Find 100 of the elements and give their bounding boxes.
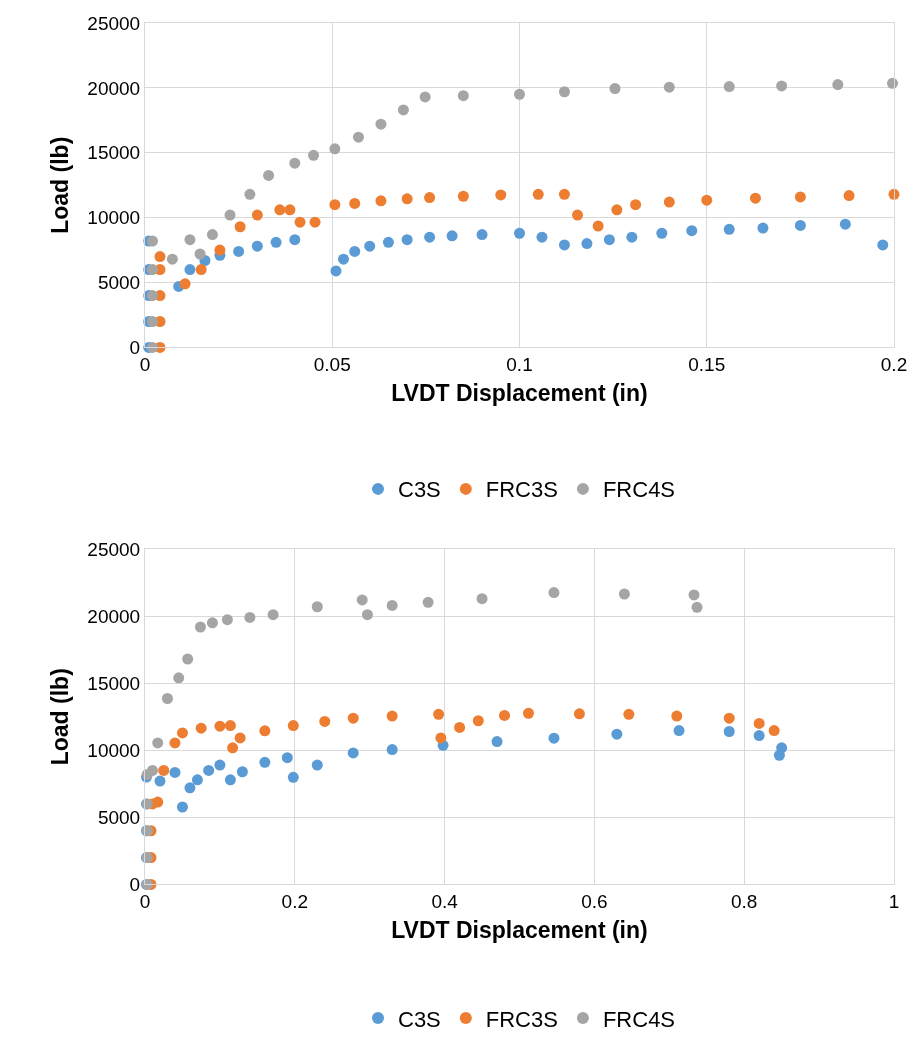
point [224,209,236,221]
legend-label: C3S [398,1006,441,1032]
x-tick-label: 0.1 [506,354,533,376]
point [386,710,398,722]
point [152,796,164,808]
point [623,708,635,720]
point [184,234,196,246]
point [611,728,623,740]
legend-label: FRC4S [602,1006,676,1032]
point [195,264,207,276]
point [592,220,604,232]
point [284,204,296,216]
point [446,230,458,242]
point [723,725,735,737]
legend-label: FRC3S [485,477,558,503]
point [572,209,584,221]
point [495,189,507,201]
point [169,766,181,778]
point [536,231,548,243]
point [753,717,765,729]
point [347,712,359,724]
point [179,278,191,290]
point [626,231,638,243]
point [309,216,321,228]
point [267,609,279,621]
point [227,742,239,754]
y-tick-label: 5000 [97,806,141,828]
point [364,240,376,252]
point [308,149,320,161]
y-tick-label: 10000 [87,739,141,761]
point [514,227,525,239]
point [558,239,570,251]
x-tick-label: 0.2 [281,891,309,913]
point [361,609,373,621]
point [548,587,560,599]
point [224,720,236,732]
x-tick-label: 1 [888,891,900,913]
x-axis-title: LVDT Displacement (in) [391,916,648,943]
point [472,715,484,727]
point [839,218,851,230]
point [194,248,206,260]
point [311,759,323,771]
point [224,774,236,786]
point [656,227,668,239]
point [419,91,431,103]
point [701,194,713,206]
point [294,216,306,228]
point [166,253,178,265]
x-tick-label: 0.05 [313,354,351,376]
point [233,245,245,257]
point [319,715,331,727]
x-tick-label: 0.6 [581,891,608,913]
point [154,775,166,787]
point [688,589,700,601]
point [203,764,215,776]
point [532,188,544,200]
legend-label: FRC3S [485,1006,558,1032]
point [289,234,301,246]
point [609,83,621,94]
y-tick-label: 20000 [87,605,141,627]
point [757,222,769,234]
point [329,143,341,155]
y-tick-label: 15000 [87,142,141,164]
point [356,594,368,606]
point [184,264,196,276]
point [433,708,445,720]
point [214,759,226,771]
point [234,732,246,744]
point [877,239,889,251]
point [329,199,341,211]
point [259,725,271,737]
point [401,193,413,205]
point [289,157,301,169]
y-tick-label: 15000 [87,672,141,694]
point [263,169,275,181]
point [251,209,263,221]
point [287,720,299,732]
point [424,192,436,204]
point [270,236,282,248]
point [723,223,735,235]
point [274,204,286,216]
point [499,709,511,721]
point [723,712,735,724]
point [522,707,534,719]
point [259,756,271,768]
point [723,81,735,93]
y-tick-label: 0 [129,337,141,359]
point [548,732,560,744]
point [457,190,469,202]
point [573,708,585,720]
point [146,764,158,776]
point [347,747,359,759]
point [424,231,436,243]
point [776,80,788,92]
point [457,90,469,102]
point [794,191,806,203]
point [422,596,434,608]
point [673,725,685,737]
point [753,730,765,742]
legend-label: C3S [398,477,441,503]
